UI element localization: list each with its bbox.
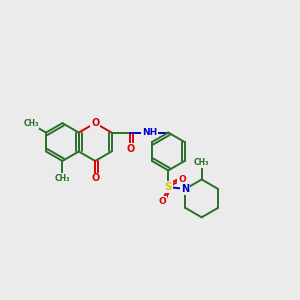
- Text: CH₃: CH₃: [194, 158, 209, 167]
- Text: O: O: [126, 144, 135, 154]
- Text: NH: NH: [142, 128, 157, 137]
- Text: O: O: [159, 197, 167, 206]
- Text: O: O: [91, 118, 99, 128]
- Text: S: S: [164, 182, 172, 192]
- Text: O: O: [178, 175, 186, 184]
- Text: O: O: [91, 173, 99, 183]
- Text: CH₃: CH₃: [23, 119, 39, 128]
- Text: N: N: [181, 184, 189, 194]
- Text: CH₃: CH₃: [55, 174, 70, 183]
